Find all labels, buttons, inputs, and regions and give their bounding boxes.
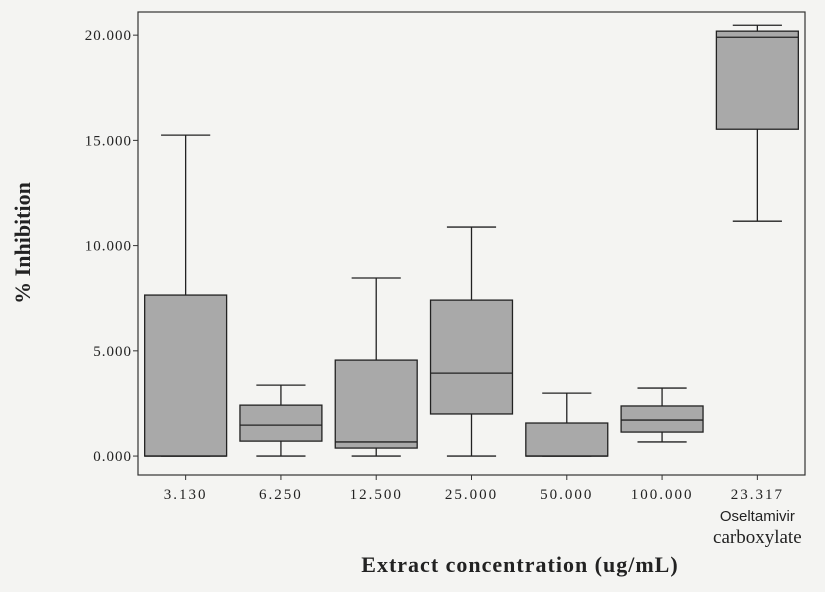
y-tick-label: 10.000 — [85, 239, 132, 255]
y-tick-label: 5.000 — [93, 344, 132, 360]
y-tick-label: 20.000 — [85, 28, 132, 44]
page: % Inhibition Extract concentration (ug/m… — [0, 0, 825, 592]
x-tick-label: 100.000 — [631, 487, 694, 503]
box — [240, 405, 322, 441]
x-tick-label: 6.250 — [259, 487, 303, 503]
x-tick-label: 12.500 — [350, 487, 403, 503]
box — [716, 31, 798, 129]
box — [526, 423, 608, 456]
y-tick-label: 15.000 — [85, 133, 132, 149]
y-tick-label: 0.000 — [93, 449, 132, 465]
box — [431, 300, 513, 414]
category-note: carboxylate — [713, 527, 802, 548]
y-axis-title: % Inhibition — [10, 182, 35, 304]
x-tick-label: 23.317 — [731, 487, 784, 503]
x-tick-label: 25.000 — [445, 487, 498, 503]
box — [145, 295, 227, 456]
x-axis-title: Extract concentration (ug/mL) — [361, 552, 678, 577]
x-tick-label: 50.000 — [540, 487, 593, 503]
box — [335, 360, 417, 448]
box — [621, 406, 703, 432]
chart: % Inhibition Extract concentration (ug/m… — [0, 0, 825, 587]
category-note: Oseltamivir — [720, 508, 795, 525]
x-tick-label: 3.130 — [164, 487, 208, 503]
